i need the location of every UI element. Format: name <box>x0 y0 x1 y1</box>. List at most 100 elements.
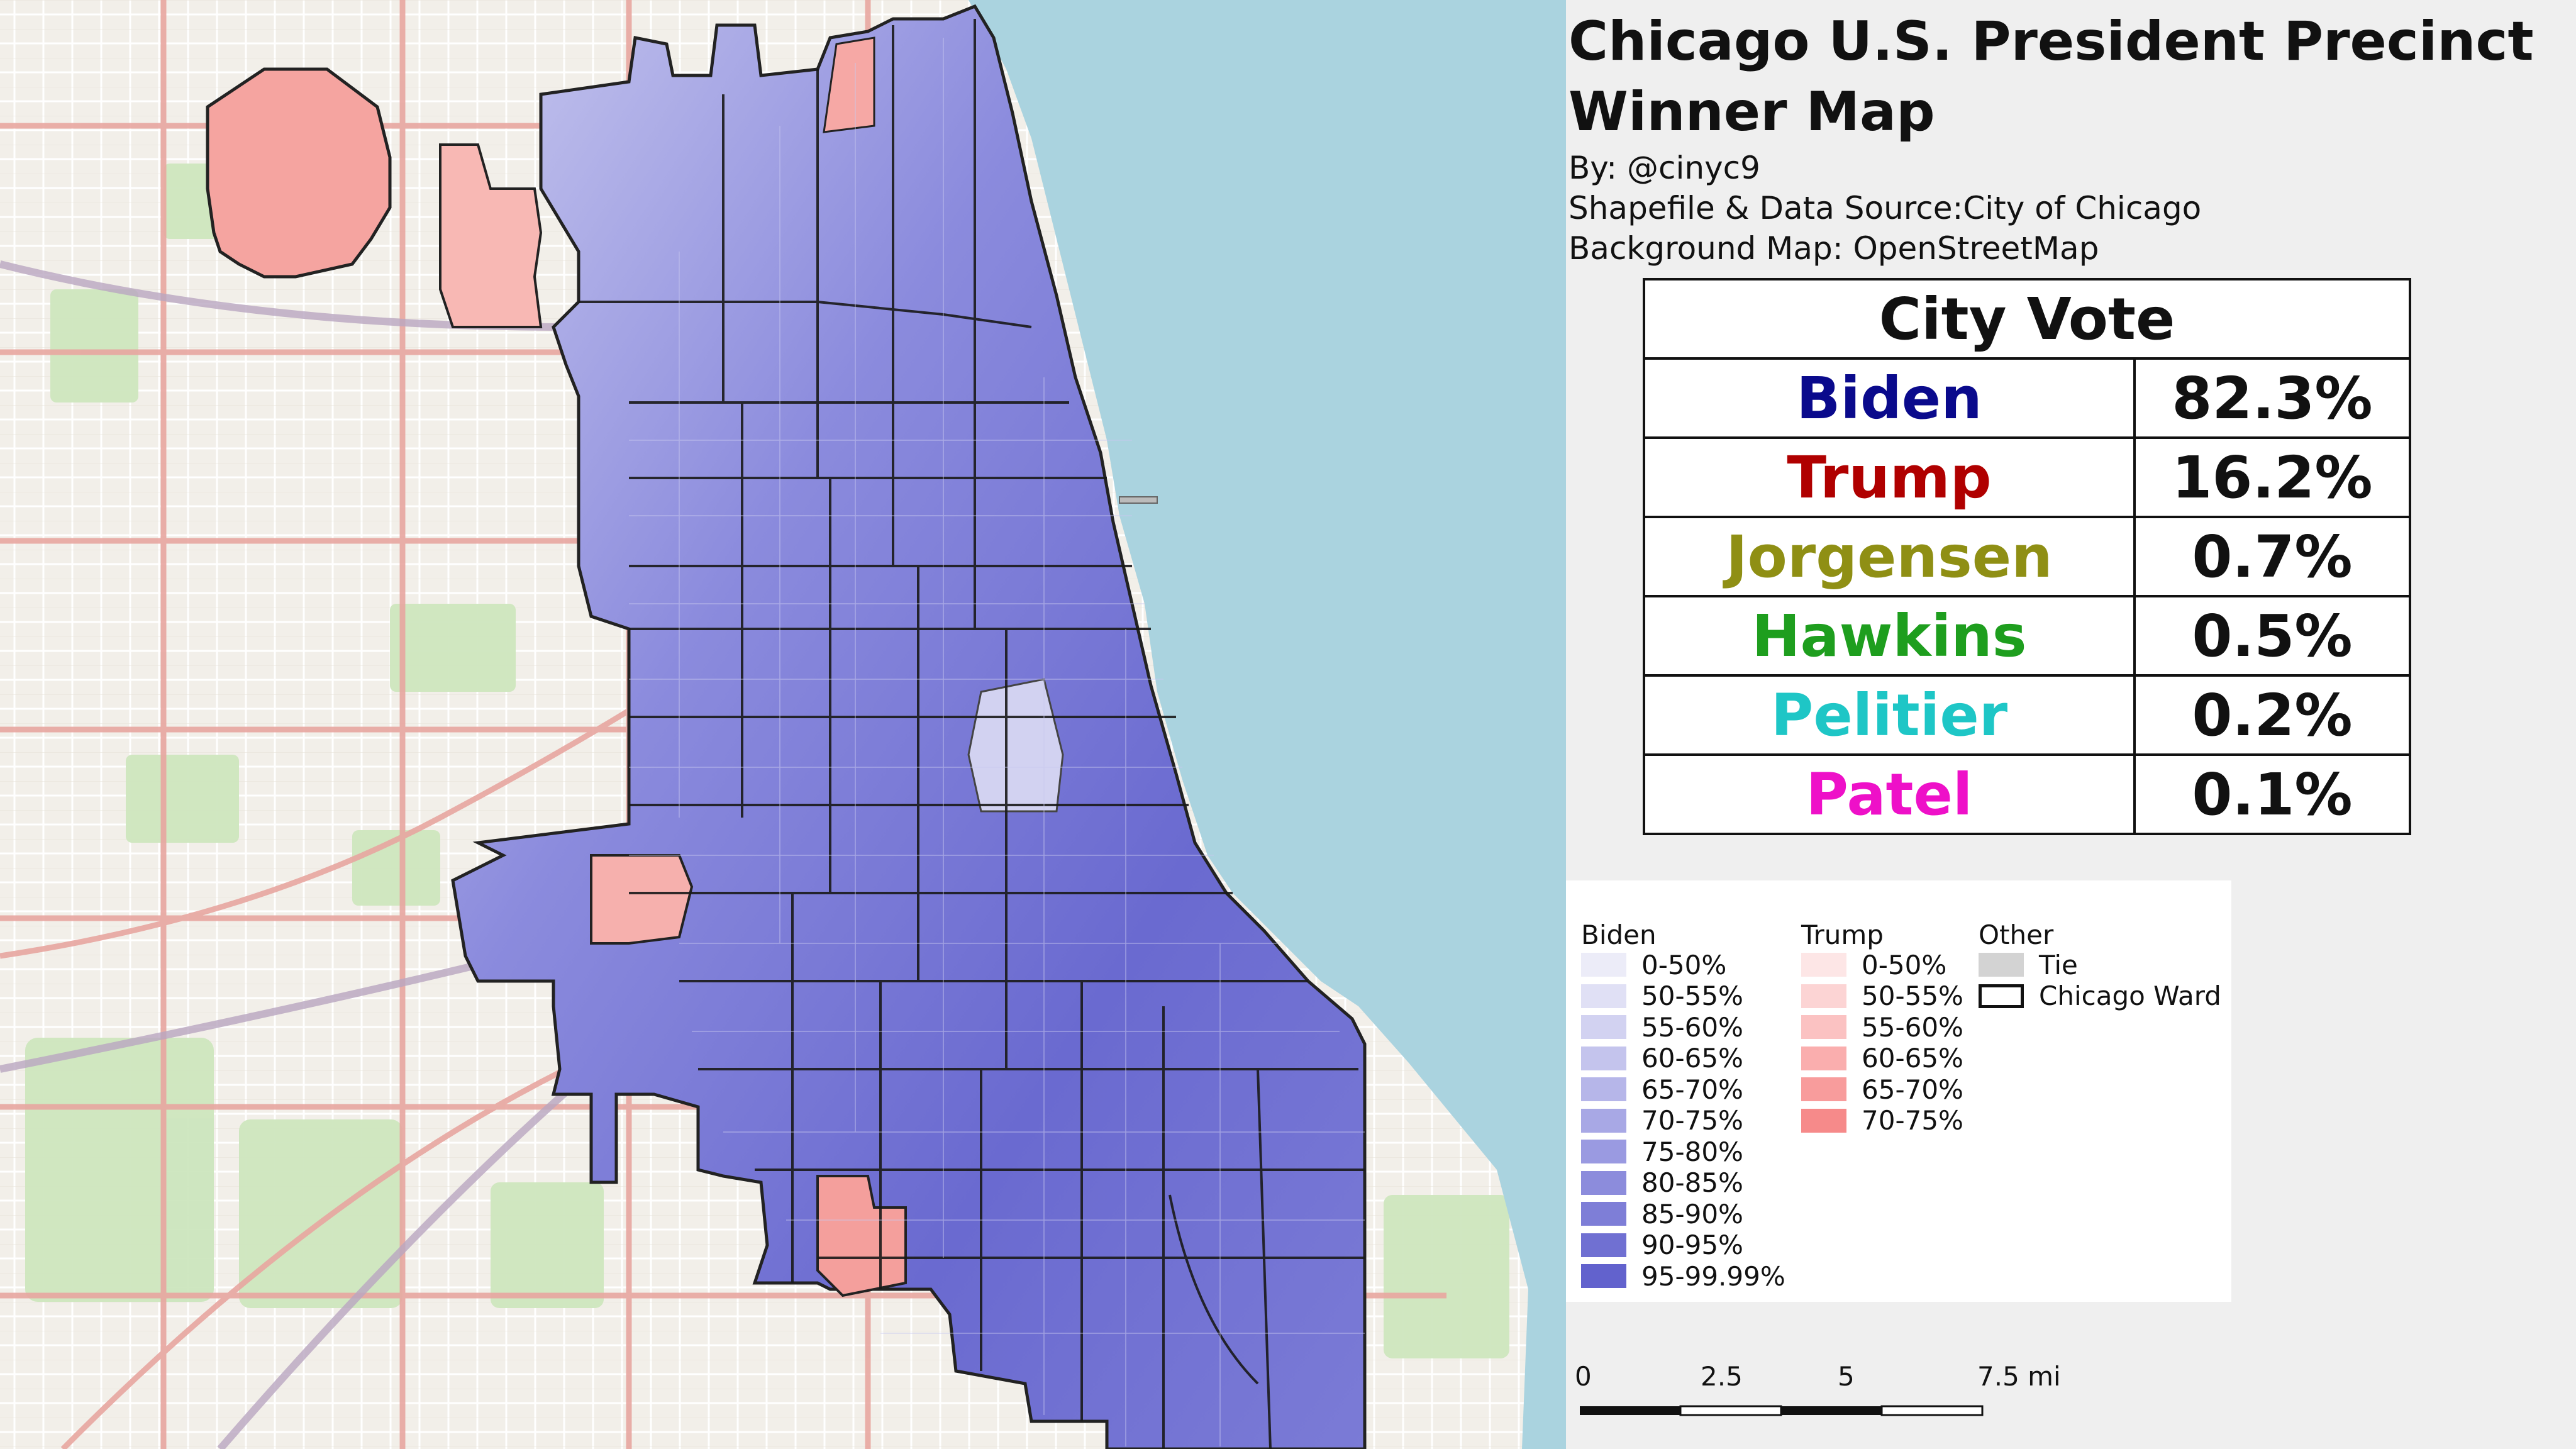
legend-label: 55-60% <box>1641 1011 1743 1043</box>
scale-label-5: 5 <box>1838 1361 1855 1392</box>
legend-item-biden: 95-99.99% <box>1581 1260 1785 1292</box>
legend-swatch <box>1801 953 1846 977</box>
candidate-name: Patel <box>1643 753 2136 835</box>
candidate-percent: 0.5% <box>2133 595 2411 677</box>
legend-swatch <box>1581 1202 1626 1226</box>
legend-swatch <box>1581 1015 1626 1039</box>
map-title-line2: Winner Map <box>1568 80 1935 143</box>
southwest-trump-area <box>590 854 694 945</box>
legend-item-biden: 60-65% <box>1581 1043 1743 1074</box>
legend-item-biden: 90-95% <box>1581 1230 1743 1260</box>
background-credit: Background Map: OpenStreetMap <box>1568 230 2099 267</box>
precinct-borders <box>629 38 1365 1446</box>
candidate-percent: 0.7% <box>2133 516 2411 597</box>
legend-label: 60-65% <box>1862 1043 1963 1074</box>
vote-row: Pelitier 0.2% <box>1643 674 2411 756</box>
candidate-name: Hawkins <box>1643 595 2136 677</box>
legend-swatch <box>1581 1108 1626 1133</box>
vote-row: Patel 0.1% <box>1643 753 2411 835</box>
legend-item-biden: 70-75% <box>1581 1105 1743 1136</box>
legend-swatch <box>1801 1108 1846 1133</box>
map-title: Chicago U.S. President Precinct Winner M… <box>1568 6 2534 147</box>
legend-swatch <box>1801 984 1846 1008</box>
legend-item-biden: 55-60% <box>1581 1011 1743 1043</box>
legend-biden-heading: Biden <box>1581 919 1657 950</box>
north-edge-trump-area <box>823 36 875 133</box>
legend-label: 55-60% <box>1862 1011 1963 1043</box>
legend-label: 50-55% <box>1641 980 1743 1011</box>
legend-trump-heading: Trump <box>1801 919 1884 950</box>
legend-other-heading: Other <box>1979 919 2054 950</box>
far-southwest-trump-area <box>816 1175 907 1297</box>
legend-swatch <box>1979 984 2024 1008</box>
author-credit: By: @cinyc9 <box>1568 150 1760 186</box>
ward-borders <box>579 19 1365 1449</box>
parks <box>25 164 1509 1358</box>
legend-label: 70-75% <box>1641 1105 1743 1136</box>
legend-swatch <box>1581 953 1626 977</box>
scale-bar-graphic <box>1580 1405 1984 1416</box>
candidate-name: Trump <box>1643 436 2136 518</box>
legend-label: 0-50% <box>1862 949 1947 980</box>
light-blue-patch <box>967 678 1064 813</box>
legend-label: Tie <box>2039 949 2078 980</box>
legend-label: 85-90% <box>1641 1198 1743 1230</box>
scale-label-7-5: 7.5 mi <box>1977 1361 2061 1392</box>
legend-item-trump: 65-70% <box>1801 1074 1963 1105</box>
legend-label: 70-75% <box>1862 1105 1963 1136</box>
legend-swatch <box>1801 1077 1846 1101</box>
candidate-percent: 82.3% <box>2133 357 2411 439</box>
legend-label: 60-65% <box>1641 1043 1743 1074</box>
legend-label: 95-99.99% <box>1641 1260 1785 1292</box>
scale-label-0: 0 <box>1575 1361 1592 1392</box>
legend-item-biden: 80-85% <box>1581 1167 1743 1198</box>
legend-swatch <box>1801 1015 1846 1039</box>
legend-item-other: Tie <box>1979 950 2078 980</box>
legend-item-trump: 50-55% <box>1801 980 1963 1011</box>
legend-label: Chicago Ward <box>2039 980 2221 1011</box>
legend-item-biden: 75-80% <box>1581 1136 1743 1167</box>
legend-swatch <box>1581 1046 1626 1070</box>
legend-swatch <box>1801 1046 1846 1070</box>
scale-label-2-5: 2.5 <box>1701 1361 1743 1392</box>
city-vote-header: City Vote <box>1643 278 2411 360</box>
legend-swatch <box>1581 1077 1626 1101</box>
legend-label: 0-50% <box>1641 949 1727 980</box>
legend-item-other: Chicago Ward <box>1979 980 2221 1011</box>
legend-item-trump: 60-65% <box>1801 1043 1963 1074</box>
legend-item-biden: 65-70% <box>1581 1074 1743 1105</box>
legend-swatch <box>1581 1140 1626 1163</box>
vote-row: Jorgensen 0.7% <box>1643 516 2411 597</box>
legend-label: 50-55% <box>1862 980 1963 1011</box>
legend-item-trump: 0-50% <box>1801 950 1946 980</box>
vote-row: Biden 82.3% <box>1643 357 2411 439</box>
legend-item-trump: 70-75% <box>1801 1105 1963 1136</box>
legend-item-trump: 55-60% <box>1801 1011 1963 1043</box>
legend-label: 75-80% <box>1641 1136 1743 1167</box>
lake-michigan <box>969 0 1566 1449</box>
candidate-name: Pelitier <box>1643 674 2136 756</box>
northwest-trump-area <box>439 143 543 328</box>
candidate-percent: 16.2% <box>2133 436 2411 518</box>
candidate-name: Jorgensen <box>1643 516 2136 597</box>
legend-swatch <box>1581 1233 1626 1257</box>
legend-label: 65-70% <box>1862 1074 1963 1105</box>
legend-swatch <box>1581 1264 1626 1288</box>
legend-label: 80-85% <box>1641 1167 1743 1198</box>
vote-row: Hawkins 0.5% <box>1643 595 2411 677</box>
legend-label: 90-95% <box>1641 1230 1743 1260</box>
legend-item-biden: 50-55% <box>1581 980 1743 1011</box>
candidate-percent: 0.1% <box>2133 753 2411 835</box>
scale-bar: 0 2.5 5 7.5 mi <box>1575 1352 2061 1428</box>
info-panel: Chicago U.S. President Precinct Winner M… <box>1566 0 2576 1449</box>
map-title-line1: Chicago U.S. President Precinct <box>1568 10 2534 73</box>
legend-swatch <box>1581 1170 1626 1195</box>
precinct-map <box>0 0 1566 1449</box>
legend-item-biden: 85-90% <box>1581 1198 1743 1230</box>
vote-row: Trump 16.2% <box>1643 436 2411 518</box>
chicago-city-area <box>451 4 1367 1449</box>
candidate-name: Biden <box>1643 357 2136 439</box>
source-credit: Shapefile & Data Source:City of Chicago <box>1568 190 2202 226</box>
legend-item-biden: 0-50% <box>1581 950 1726 980</box>
